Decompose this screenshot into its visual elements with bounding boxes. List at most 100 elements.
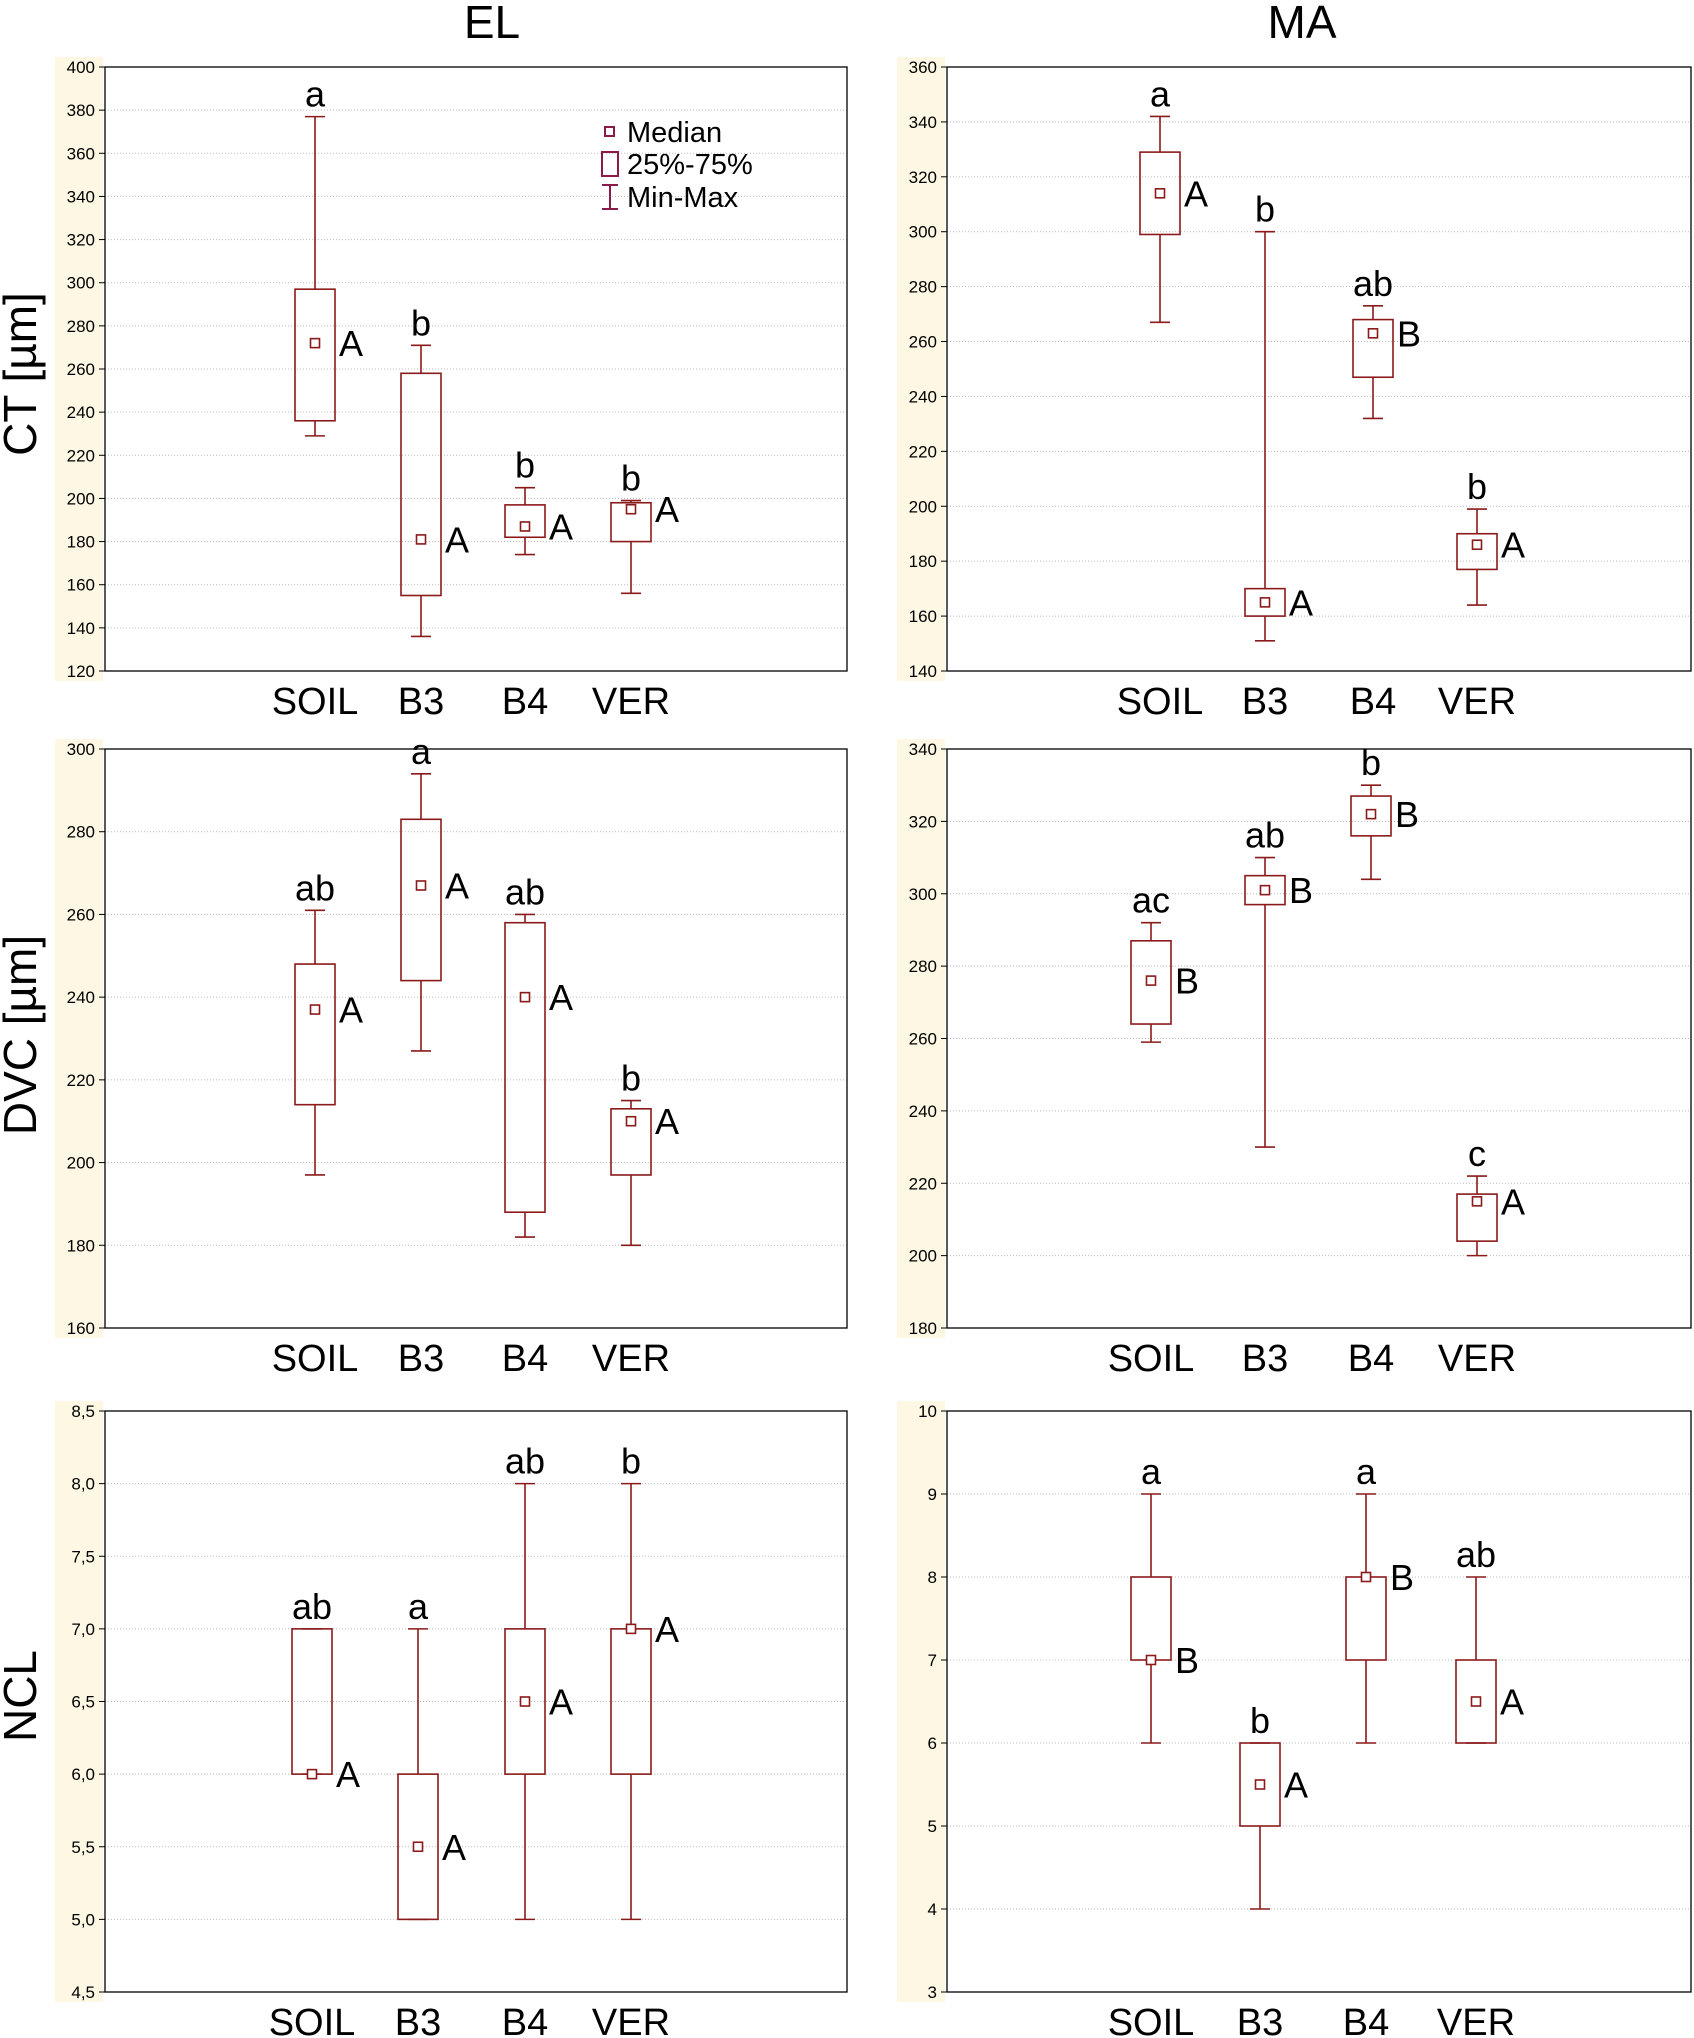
significance-lowercase: b — [1255, 189, 1275, 230]
ytick-label: 340 — [67, 187, 95, 206]
significance-uppercase: A — [445, 865, 469, 906]
significance-lowercase: a — [411, 731, 432, 772]
significance-uppercase: B — [1289, 870, 1313, 911]
legend-median-label: Median — [627, 117, 722, 149]
ytick-label: 220 — [67, 446, 95, 465]
ytick-label: 300 — [67, 274, 95, 293]
ytick-label: 240 — [909, 387, 937, 406]
median-marker — [412, 1841, 424, 1853]
significance-uppercase: B — [1395, 794, 1419, 835]
significance-lowercase: b — [515, 445, 535, 486]
significance-uppercase: B — [1397, 313, 1421, 354]
xtick-label-ver: VER — [592, 2002, 670, 2038]
box-b4: abB — [1352, 263, 1421, 420]
ytick-label: 200 — [67, 1154, 95, 1173]
significance-lowercase: ab — [1353, 263, 1393, 304]
ytick-label: 280 — [909, 278, 937, 297]
box-b3: bA — [1239, 1700, 1308, 1910]
box-b3: abB — [1244, 815, 1313, 1148]
box-b4: ab A — [504, 1441, 573, 1921]
panel-ma-dvc-m: 180200220240260280300320340acBSOILabBB3b… — [897, 739, 1692, 1380]
significance-uppercase: B — [1175, 1640, 1199, 1681]
significance-lowercase: ac — [1132, 880, 1170, 921]
xtick-label-ver: VER — [592, 681, 670, 723]
significance-uppercase: A — [1184, 173, 1208, 214]
median-marker — [1259, 884, 1271, 896]
ytick-label: 3 — [928, 1983, 937, 2002]
significance-lowercase: b — [1250, 1700, 1270, 1741]
ytick-label: 140 — [909, 662, 937, 681]
ytick-background — [55, 739, 103, 1338]
plot-frame — [946, 1410, 1692, 1993]
iqr-box — [1456, 532, 1498, 571]
significance-lowercase: ab — [295, 867, 335, 908]
ytick-label: 360 — [909, 58, 937, 77]
ytick-label: 8,5 — [71, 1402, 95, 1421]
ytick-label: 220 — [67, 1071, 95, 1090]
significance-uppercase: A — [1284, 1765, 1308, 1806]
box-b3: aA — [397, 1586, 466, 1921]
ytick-label: 180 — [67, 1236, 95, 1255]
panel-el-ncl: 4,55,05,56,06,57,07,58,08,5abASOILaAB3ab… — [55, 1401, 848, 2038]
box-soil: acB — [1130, 880, 1199, 1043]
ytick-label: 400 — [67, 58, 95, 77]
legend-whisker-label: Min-Max — [627, 182, 739, 214]
box-ver: bA — [610, 1441, 679, 1921]
median-marker — [519, 1696, 531, 1707]
box-ver: bA — [610, 1058, 679, 1247]
xtick-label-soil: SOIL — [1117, 681, 1204, 723]
median-marker — [1145, 1654, 1157, 1666]
iqr-box — [1139, 151, 1181, 236]
ytick-label: 140 — [67, 619, 95, 638]
row-label-ct: CT [µm] — [0, 292, 46, 456]
box-b3: bA — [1244, 189, 1313, 642]
panel-ma-ct-m: 140160180200220240260280300320340360aASO… — [897, 57, 1692, 723]
ytick-label: 120 — [67, 662, 95, 681]
xtick-label-ver: VER — [1438, 1338, 1516, 1380]
significance-uppercase: A — [1500, 1682, 1524, 1723]
box-b3: aA — [400, 731, 469, 1052]
xtick-label-soil: SOIL — [1108, 2002, 1195, 2038]
significance-lowercase: c — [1468, 1133, 1486, 1174]
ytick-label: 340 — [909, 113, 937, 132]
ytick-label: 160 — [67, 1319, 95, 1338]
legend-box-label: 25%-75% — [627, 149, 753, 181]
box-soil: aA — [1139, 73, 1208, 324]
significance-uppercase: B — [1390, 1557, 1414, 1598]
significance-uppercase: A — [549, 977, 573, 1018]
median-marker — [306, 1768, 318, 1780]
ytick-label: 8,0 — [71, 1475, 95, 1494]
ytick-label: 200 — [67, 489, 95, 508]
median-marker — [625, 503, 637, 515]
ytick-label: 4 — [928, 1900, 937, 1919]
box-soil: aA — [294, 74, 363, 437]
significance-lowercase: b — [1361, 742, 1381, 783]
iqr-box — [400, 372, 442, 597]
ytick-label: 380 — [67, 101, 95, 120]
ytick-label: 340 — [909, 740, 937, 759]
significance-uppercase: A — [655, 1101, 679, 1142]
plot-frame — [946, 748, 1692, 1329]
ytick-label: 180 — [67, 533, 95, 552]
xtick-label-soil: SOIL — [272, 1338, 359, 1380]
ytick-label: 5 — [928, 1817, 937, 1836]
ytick-label: 300 — [909, 885, 937, 904]
ytick-label: 220 — [909, 1174, 937, 1193]
median-marker — [415, 534, 427, 545]
significance-lowercase: b — [621, 1058, 641, 1099]
ytick-label: 320 — [909, 812, 937, 831]
xtick-label-ver: VER — [1438, 681, 1516, 723]
legend-whisker-marker — [602, 184, 618, 210]
median-marker — [1254, 1779, 1266, 1790]
box-ver: bA — [1456, 466, 1525, 606]
xtick-label-b4: B4 — [502, 2002, 548, 2038]
ytick-label: 180 — [909, 552, 937, 571]
box-soil: ab A — [291, 1586, 360, 1795]
significance-lowercase: a — [1141, 1451, 1162, 1492]
iqr-box — [1239, 1742, 1281, 1827]
ytick-label: 180 — [909, 1319, 937, 1338]
significance-lowercase: b — [1467, 466, 1487, 507]
ytick-label: 8 — [928, 1568, 937, 1587]
